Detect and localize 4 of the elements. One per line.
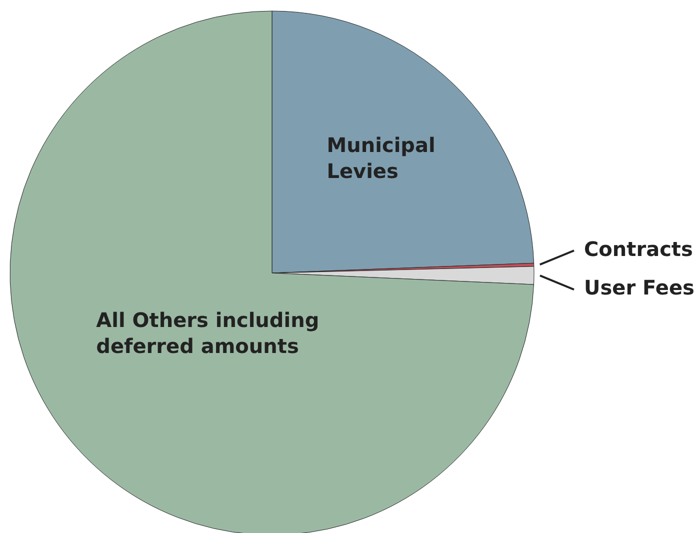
slice-label: Municipal Levies <box>326 132 436 183</box>
slice-label: All Others including deferred amounts <box>96 308 320 358</box>
slice-label: User Fees <box>584 276 694 300</box>
slice-label: Contracts <box>584 236 693 261</box>
